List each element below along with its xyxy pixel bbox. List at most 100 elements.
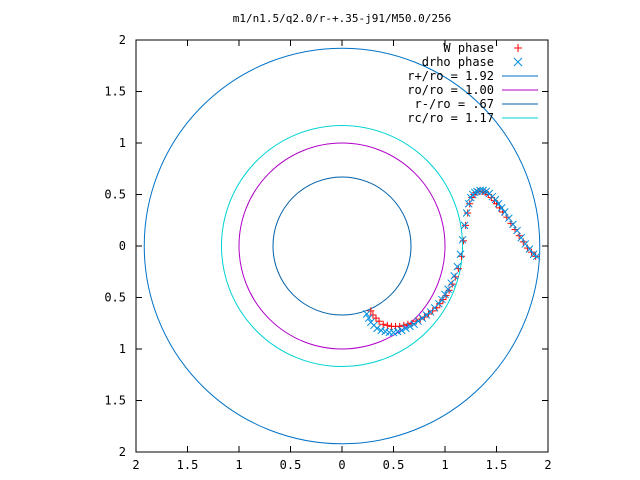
marker-stroke <box>491 195 500 204</box>
drho-phase-point <box>434 299 443 308</box>
w-phase-point <box>457 252 465 260</box>
drho-phase-point <box>471 188 479 197</box>
x-tick-label: 2 <box>132 458 139 472</box>
x-axis-ticks: 2 1.5 1 0.5 0 0.5 1 1.5 2 <box>132 40 552 472</box>
phase-series <box>362 186 541 337</box>
w-phase-point <box>464 209 472 217</box>
legend-label: drho phase <box>422 55 494 69</box>
radius-circle <box>272 176 412 316</box>
w-phase-point <box>400 321 408 329</box>
marker-stroke <box>460 221 469 230</box>
x-tick-label: 1 <box>441 458 448 472</box>
drho-phase-point <box>464 199 473 208</box>
drho-phase-point <box>441 290 449 299</box>
y-tick-label: 1.5 <box>104 394 126 408</box>
drho-phase-point <box>438 295 446 304</box>
marker-stroke <box>364 314 373 322</box>
y-tick-label: 1 <box>119 342 126 356</box>
marker-stroke <box>397 326 406 335</box>
w-phase-point <box>507 219 515 227</box>
marker-stroke <box>482 187 491 196</box>
y-tick-label: 1.5 <box>104 85 126 99</box>
drho-phase-point <box>456 250 465 259</box>
marker-stroke <box>414 317 423 326</box>
drho-phase-point <box>373 324 381 333</box>
marker-stroke <box>447 279 456 287</box>
drho-phase-point <box>444 285 452 294</box>
y-tick-label: 2 <box>119 445 126 459</box>
marker-stroke <box>517 233 526 242</box>
w-phase-point <box>462 221 470 229</box>
marker-stroke <box>362 310 371 318</box>
radius-circle <box>143 47 541 445</box>
w-phase-point <box>367 307 375 315</box>
marker-stroke <box>525 245 534 253</box>
marker-stroke <box>450 272 459 280</box>
drho-phase-point <box>462 209 471 217</box>
x-tick-label: 0.5 <box>383 458 405 472</box>
radius-circles <box>143 47 541 445</box>
w-phase-point <box>375 317 383 325</box>
drho-phase-point <box>447 279 456 287</box>
w-phase-point <box>439 296 447 304</box>
drho-phase-point <box>476 186 484 195</box>
legend-marker <box>513 57 523 67</box>
drho-phase-point <box>414 317 423 326</box>
w-phase-point <box>369 311 377 319</box>
drho-phase-point <box>500 208 509 216</box>
radius-circle <box>238 142 446 350</box>
marker-stroke <box>471 188 479 197</box>
legend-label: ro/ro = 1.00 <box>407 83 494 97</box>
x-tick-label: 1 <box>235 458 242 472</box>
x-tick-label: 2 <box>544 458 551 472</box>
drho-phase-point <box>517 233 526 242</box>
marker-stroke <box>479 186 487 195</box>
marker-stroke <box>422 311 431 319</box>
marker-stroke <box>500 208 509 216</box>
marker-stroke <box>381 327 390 336</box>
marker-stroke <box>521 240 530 248</box>
drho-phase-point <box>532 252 541 261</box>
w-phase-point <box>511 226 519 234</box>
w-phase-point <box>372 314 380 322</box>
drho-phase-point <box>364 314 373 322</box>
drho-phase-point <box>513 226 521 235</box>
marker-stroke <box>509 220 517 229</box>
marker-stroke <box>505 214 513 223</box>
w-phase-point <box>454 265 462 273</box>
drho-phase-point <box>491 195 500 204</box>
marker-stroke <box>458 235 467 244</box>
x-tick-label: 1.5 <box>177 458 199 472</box>
w-phase-point <box>503 213 511 221</box>
drho-phase-point <box>453 262 462 271</box>
w-phase-point <box>429 307 437 315</box>
drho-phase-point <box>410 320 418 329</box>
marker-stroke <box>438 295 446 304</box>
legend-label: rc/ro = 1.17 <box>407 111 494 125</box>
drho-phase-point <box>397 326 406 335</box>
x-tick-label: 0 <box>338 458 345 472</box>
marker-stroke <box>418 314 427 322</box>
marker-stroke <box>434 299 443 308</box>
radius-circle <box>220 124 464 368</box>
y-tick-label: 0 <box>119 239 126 253</box>
drho-phase-point <box>362 310 371 318</box>
y-tick-label: 0.5 <box>104 188 126 202</box>
drho-phase-point <box>460 221 469 230</box>
marker-stroke <box>444 285 452 294</box>
x-tick-label: 1.5 <box>486 458 508 472</box>
marker-stroke <box>410 320 418 329</box>
marker-stroke <box>373 324 381 333</box>
drho-phase-point <box>450 272 459 280</box>
marker-stroke <box>441 290 449 299</box>
marker-stroke <box>464 199 473 208</box>
marker-stroke <box>456 250 465 259</box>
marker-stroke <box>513 226 521 235</box>
drho-phase-point <box>418 314 427 322</box>
chart-title: m1/n1.5/q2.0/r-+.35-j91/M50.0/256 <box>233 12 452 25</box>
legend-label: r-/ro = .67 <box>415 97 494 111</box>
y-axis-ticks: 2 1.5 1 0.5 0 0.5 1 1.5 2 <box>104 33 548 459</box>
x-tick-label: 0.5 <box>280 458 302 472</box>
drho-phase-point <box>402 324 410 333</box>
